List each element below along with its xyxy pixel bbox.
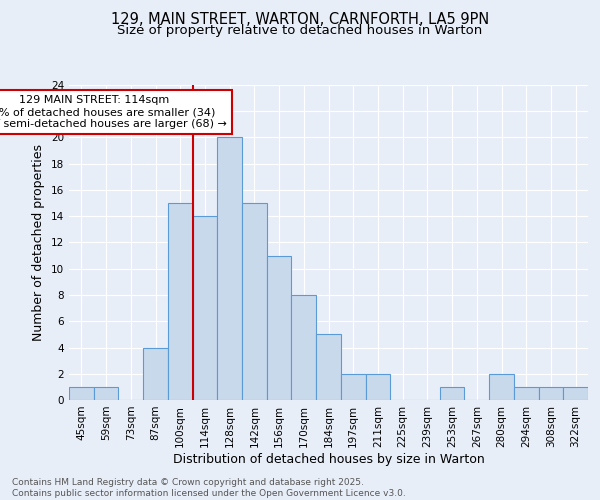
Bar xyxy=(539,387,563,400)
Bar xyxy=(440,387,464,400)
Y-axis label: Number of detached properties: Number of detached properties xyxy=(32,144,46,341)
Bar xyxy=(217,138,242,400)
Bar xyxy=(365,374,390,400)
Bar xyxy=(242,203,267,400)
Text: 129, MAIN STREET, WARTON, CARNFORTH, LA5 9PN: 129, MAIN STREET, WARTON, CARNFORTH, LA5… xyxy=(111,12,489,28)
Bar xyxy=(489,374,514,400)
Bar xyxy=(316,334,341,400)
Bar xyxy=(563,387,588,400)
Bar xyxy=(193,216,217,400)
Bar xyxy=(143,348,168,400)
X-axis label: Distribution of detached houses by size in Warton: Distribution of detached houses by size … xyxy=(173,452,484,466)
Bar xyxy=(341,374,365,400)
Bar xyxy=(292,295,316,400)
Bar xyxy=(94,387,118,400)
Text: Size of property relative to detached houses in Warton: Size of property relative to detached ho… xyxy=(118,24,482,37)
Bar xyxy=(267,256,292,400)
Bar xyxy=(69,387,94,400)
Bar xyxy=(514,387,539,400)
Text: Contains HM Land Registry data © Crown copyright and database right 2025.
Contai: Contains HM Land Registry data © Crown c… xyxy=(12,478,406,498)
Text: 129 MAIN STREET: 114sqm
← 33% of detached houses are smaller (34)
67% of semi-de: 129 MAIN STREET: 114sqm ← 33% of detache… xyxy=(0,96,227,128)
Bar xyxy=(168,203,193,400)
